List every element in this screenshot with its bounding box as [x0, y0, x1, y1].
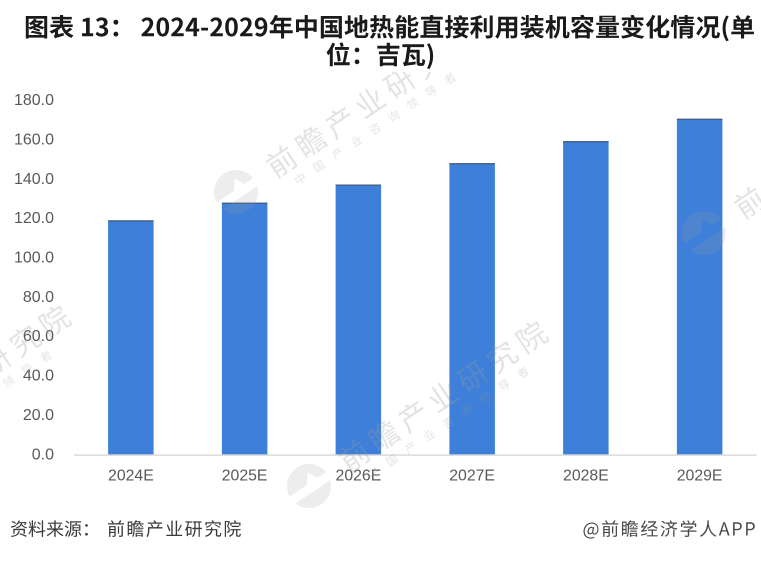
svg-text:120.0: 120.0 [14, 210, 54, 227]
svg-text:180.0: 180.0 [14, 92, 54, 109]
svg-text:2027E: 2027E [449, 468, 495, 485]
svg-text:40.0: 40.0 [23, 368, 54, 385]
svg-text:2025E: 2025E [222, 468, 268, 485]
svg-text:140.0: 140.0 [14, 171, 54, 188]
svg-text:100.0: 100.0 [14, 250, 54, 267]
svg-text:160.0: 160.0 [14, 132, 54, 149]
svg-text:2026E: 2026E [336, 468, 382, 485]
svg-text:80.0: 80.0 [23, 289, 54, 306]
svg-text:2024E: 2024E [108, 468, 154, 485]
svg-text:2028E: 2028E [563, 468, 609, 485]
svg-text:2029E: 2029E [677, 468, 723, 485]
svg-text:20.0: 20.0 [23, 407, 54, 424]
svg-text:60.0: 60.0 [23, 328, 54, 345]
svg-text:0.0: 0.0 [32, 446, 54, 463]
